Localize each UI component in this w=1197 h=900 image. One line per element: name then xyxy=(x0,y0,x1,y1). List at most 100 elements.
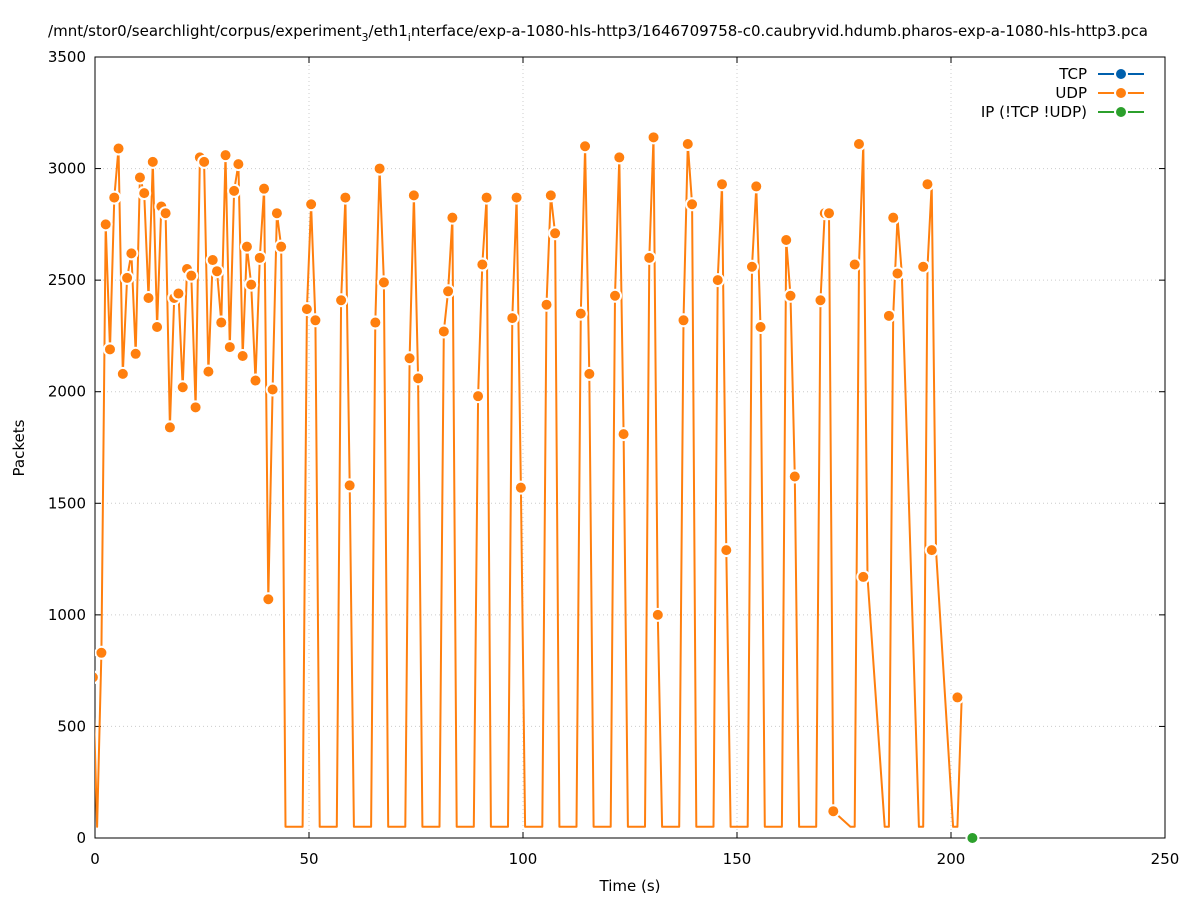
udp-point-85 xyxy=(753,320,768,335)
plot-area xyxy=(95,130,980,845)
tick-labels: 0 50 100 150 200 2500500100015002000250030003… xyxy=(48,48,1180,868)
x-tick-label-1: 50 xyxy=(299,850,318,868)
udp-point-12 xyxy=(141,290,156,305)
udp-point-7 xyxy=(120,270,135,285)
udp-point-93 xyxy=(847,257,862,272)
udp-point-47 xyxy=(334,293,349,308)
udp-point-19 xyxy=(171,286,186,301)
udp-point-68 xyxy=(573,306,588,321)
udp-point-75 xyxy=(646,130,661,145)
udp-point-38 xyxy=(252,250,267,265)
udp-point-9 xyxy=(128,346,143,361)
udp-point-54 xyxy=(406,188,421,203)
legend-label-1: UDP xyxy=(1055,84,1087,102)
udp-point-71 xyxy=(608,288,623,303)
udp-point-32 xyxy=(227,183,242,198)
udp-point-26 xyxy=(201,364,216,379)
udp-point-78 xyxy=(680,137,695,152)
udp-point-91 xyxy=(822,206,837,221)
legend-marker-0 xyxy=(1114,67,1128,81)
udp-point-57 xyxy=(441,284,456,299)
udp-point-39 xyxy=(257,181,272,196)
y-tick-label-6: 3000 xyxy=(48,160,86,178)
udp-point-82 xyxy=(719,543,734,558)
udp-point-88 xyxy=(787,469,802,484)
udp-point-31 xyxy=(222,340,237,355)
legend-label-2: IP (!TCP !UDP) xyxy=(981,103,1087,121)
udp-point-0 xyxy=(95,670,100,685)
udp-point-84 xyxy=(749,179,764,194)
udp-point-16 xyxy=(158,206,173,221)
udp-point-25 xyxy=(197,154,212,169)
y-axis-label: Packets xyxy=(10,419,28,476)
udp-point-92 xyxy=(826,804,841,819)
udp-point-101 xyxy=(924,543,939,558)
udp-point-64 xyxy=(513,480,528,495)
udp-point-48 xyxy=(338,190,353,205)
chart-title-part-1: /mnt/stor0/searchlight/corpus/experiment xyxy=(48,22,362,40)
udp-point-30 xyxy=(218,148,233,163)
udp-point-102 xyxy=(950,690,965,705)
udp-point-76 xyxy=(650,607,665,622)
udp-point-79 xyxy=(685,197,700,212)
udp-point-94 xyxy=(851,137,866,152)
udp-point-62 xyxy=(505,311,520,326)
udp-point-13 xyxy=(145,154,160,169)
udp-point-95 xyxy=(856,569,871,584)
udp-point-69 xyxy=(578,139,593,154)
grid-lines xyxy=(95,57,1165,838)
udp-point-5 xyxy=(111,141,126,156)
y-tick-label-5: 2500 xyxy=(48,271,86,289)
udp-point-37 xyxy=(248,373,263,388)
udp-series-line xyxy=(95,136,963,828)
udp-point-41 xyxy=(265,382,280,397)
x-tick-label-4: 200 xyxy=(937,850,966,868)
udp-point-6 xyxy=(115,366,130,381)
udp-point-59 xyxy=(471,389,486,404)
udp-point-10 xyxy=(132,170,147,185)
y-tick-label-4: 2000 xyxy=(48,383,86,401)
udp-point-55 xyxy=(411,371,426,386)
udp-point-14 xyxy=(150,320,165,335)
udp-point-72 xyxy=(612,150,627,165)
udp-point-77 xyxy=(676,313,691,328)
legend-marker-1 xyxy=(1114,86,1128,100)
udp-point-70 xyxy=(582,366,597,381)
udp-point-80 xyxy=(710,273,725,288)
chart-title-part-2: /eth1 xyxy=(369,22,408,40)
y-tick-label-7: 3500 xyxy=(48,48,86,66)
x-tick-label-5: 250 xyxy=(1151,850,1180,868)
udp-point-8 xyxy=(124,246,139,261)
series-layer xyxy=(95,130,965,828)
udp-point-61 xyxy=(479,190,494,205)
plot-border xyxy=(94,56,1166,839)
udp-point-17 xyxy=(162,420,177,435)
udp-point-73 xyxy=(616,427,631,442)
udp-point-83 xyxy=(744,259,759,274)
udp-point-98 xyxy=(890,266,905,281)
udp-point-3 xyxy=(102,342,117,357)
legend-marker-2 xyxy=(1114,105,1128,119)
udp-point-87 xyxy=(783,288,798,303)
udp-point-97 xyxy=(886,210,901,225)
udp-point-56 xyxy=(436,324,451,339)
udp-point-4 xyxy=(107,190,122,205)
udp-point-42 xyxy=(269,206,284,221)
udp-point-43 xyxy=(274,239,289,254)
udp-point-51 xyxy=(372,161,387,176)
udp-point-22 xyxy=(184,268,199,283)
udp-point-100 xyxy=(920,177,935,192)
chart-title-part-3: nterface/exp-a-1080-hls-http3/1646709758… xyxy=(411,22,1148,40)
udp-point-33 xyxy=(231,157,246,172)
x-tick-label-0: 0 xyxy=(90,850,100,868)
udp-point-46 xyxy=(308,313,323,328)
axes xyxy=(94,56,1166,839)
x-tick-label-3: 150 xyxy=(723,850,752,868)
udp-point-45 xyxy=(304,197,319,212)
udp-point-81 xyxy=(715,177,730,192)
udp-point-23 xyxy=(188,400,203,415)
udp-point-49 xyxy=(342,478,357,493)
udp-point-50 xyxy=(368,315,383,330)
udp-point-96 xyxy=(881,308,896,323)
